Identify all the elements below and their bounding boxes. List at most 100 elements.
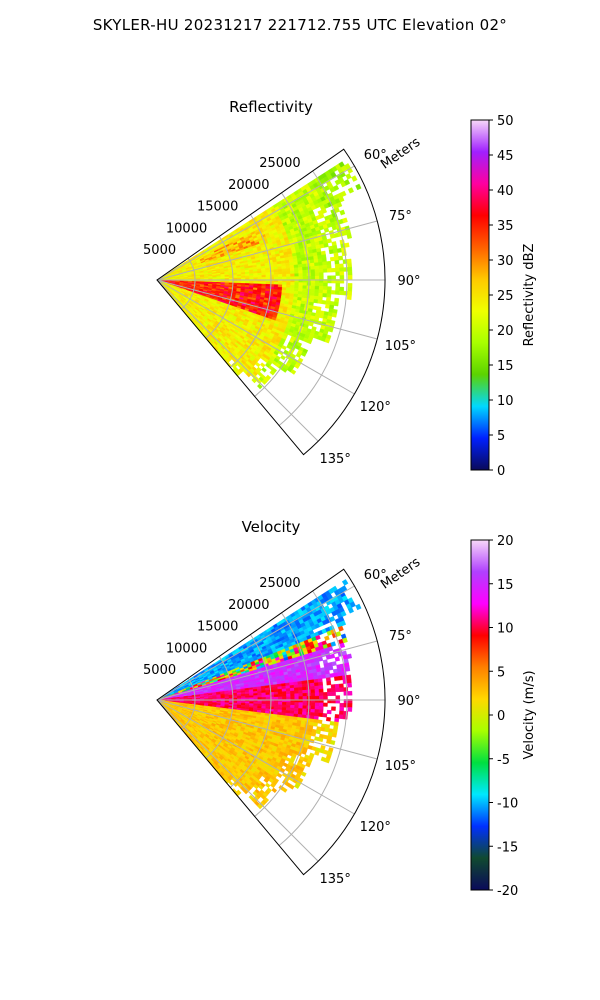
data-cell [273, 694, 279, 698]
data-cell [290, 702, 295, 706]
data-cell [334, 656, 340, 662]
data-cell [314, 285, 320, 290]
data-cell [302, 708, 307, 713]
data-cell [339, 290, 344, 296]
colorbar-tick-label: 20 [497, 324, 514, 339]
data-cell [261, 692, 267, 696]
data-cell [286, 704, 291, 709]
data-cell [302, 689, 308, 694]
data-cell [245, 695, 250, 699]
data-cell [277, 268, 283, 273]
data-cell [302, 269, 308, 274]
data-cell [278, 276, 283, 280]
azimuth-tick-label: 135° [320, 452, 351, 467]
data-cell [294, 276, 300, 280]
data-cell [273, 696, 279, 700]
data-cell [281, 284, 287, 288]
data-cell [286, 693, 291, 698]
data-cell [339, 275, 345, 280]
data-cell [290, 696, 295, 700]
data-cell [330, 684, 336, 689]
data-cell [330, 641, 337, 647]
data-cell [265, 701, 271, 705]
data-cell [289, 687, 295, 692]
data-cell [347, 270, 353, 276]
data-cell [261, 281, 267, 285]
data-cell [294, 270, 299, 274]
data-cell [326, 264, 332, 269]
range-tick-label: 25000 [259, 156, 300, 171]
data-cell [321, 257, 327, 263]
data-cell [286, 284, 291, 289]
data-cell [294, 707, 299, 712]
data-cell [314, 289, 320, 294]
data-cell [317, 678, 323, 683]
data-cell [310, 695, 316, 700]
data-cell [294, 273, 299, 277]
data-cell [310, 732, 317, 737]
data-cell [261, 272, 267, 276]
data-cell [346, 653, 353, 659]
data-cell [339, 706, 345, 712]
data-cell [298, 270, 303, 274]
data-cell [331, 706, 336, 711]
data-cell [253, 695, 258, 698]
data-cell [310, 265, 316, 270]
data-cell [347, 266, 353, 272]
data-cell [339, 286, 345, 292]
data-cell [313, 258, 319, 264]
data-cell [290, 276, 295, 280]
data-cell [323, 695, 328, 700]
data-cell [329, 256, 335, 262]
data-cell [298, 282, 304, 286]
data-cell [281, 691, 287, 695]
data-cell [286, 276, 291, 280]
data-cell [346, 295, 352, 300]
data-cell [294, 702, 299, 706]
data-cell [302, 696, 308, 700]
data-cell [345, 173, 352, 180]
data-cell [317, 719, 323, 724]
data-cell [314, 292, 320, 297]
data-cell [347, 262, 352, 268]
data-cell [328, 327, 334, 333]
data-cell [237, 697, 242, 700]
data-cell [261, 367, 267, 373]
data-cell [321, 300, 327, 305]
data-cell [326, 238, 332, 244]
colorbar-tick-label: 40 [497, 184, 514, 199]
data-cell [329, 673, 335, 678]
data-cell [318, 265, 324, 270]
data-cell [314, 272, 320, 277]
data-cell [323, 282, 328, 287]
data-cell [327, 286, 332, 291]
data-cell [310, 282, 316, 287]
data-cell [261, 694, 267, 698]
azimuth-tick-label: 90° [397, 274, 420, 289]
data-cell [318, 712, 324, 718]
data-cell [265, 277, 271, 280]
data-cell [232, 277, 238, 280]
data-cell [334, 297, 340, 303]
data-cell [261, 277, 267, 280]
data-cell [294, 690, 299, 694]
data-cell [326, 268, 332, 273]
data-cell [345, 666, 351, 672]
data-cell [322, 293, 328, 298]
data-cell [329, 721, 335, 726]
data-cell [331, 267, 336, 273]
data-cell [318, 681, 324, 687]
data-cell [290, 282, 295, 286]
data-cell [344, 242, 350, 248]
data-cell [326, 680, 332, 686]
data-cell [273, 276, 279, 280]
data-cell [282, 281, 287, 286]
data-cell [314, 262, 319, 267]
data-cell [322, 264, 328, 270]
range-tick-label: 5000 [143, 243, 176, 258]
data-cell [273, 281, 279, 285]
data-cell [281, 704, 287, 708]
data-cell [343, 179, 351, 186]
data-cell [297, 264, 303, 268]
colorbar-tick-label: 35 [497, 219, 514, 234]
